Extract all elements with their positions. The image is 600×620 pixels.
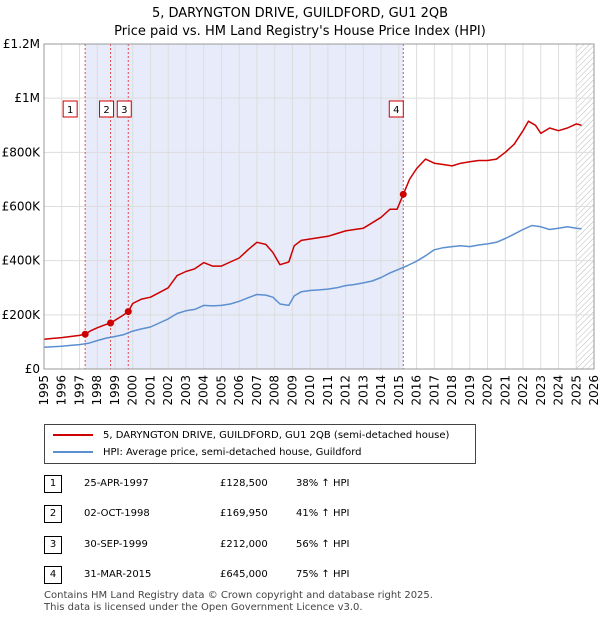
legend-item-property: 5, DARYNGTON DRIVE, GUILDFORD, GU1 2QB (… (53, 428, 449, 444)
legend: 5, DARYNGTON DRIVE, GUILDFORD, GU1 2QB (… (44, 424, 476, 464)
transaction-label: 1 (67, 105, 73, 116)
transaction-row: 1 25-APR-1997 £128,500 38% ↑ HPI (44, 475, 444, 493)
sale-point (124, 308, 132, 316)
x-tick-label: 2022 (516, 375, 530, 406)
transaction-number: 4 (44, 566, 62, 584)
y-tick-label: £400K (2, 254, 42, 268)
x-tick-label: 2003 (179, 375, 193, 406)
x-tick-label: 2021 (498, 375, 512, 406)
transaction-row: 3 30-SEP-1999 £212,000 56% ↑ HPI (44, 536, 444, 554)
transaction-hpi-delta: 41% ↑ HPI (296, 508, 350, 519)
x-tick-label: 2009 (285, 375, 299, 406)
transaction-label-box (388, 100, 404, 118)
transaction-row: 2 02-OCT-1998 £169,950 41% ↑ HPI (44, 505, 444, 523)
property-price-line (43, 120, 582, 340)
x-tick-label: 1996 (55, 375, 69, 406)
x-tick-label: 2001 (143, 375, 157, 406)
footer-licence: This data is licensed under the Open Gov… (44, 602, 363, 613)
transaction-label: 4 (393, 105, 399, 116)
x-tick-label: 2016 (410, 375, 424, 406)
transaction-label-box (99, 100, 115, 118)
x-tick-label: 2000 (126, 375, 140, 406)
legend-item-hpi: HPI: Average price, semi-detached house,… (53, 445, 362, 461)
transaction-date: 25-APR-1997 (84, 478, 149, 489)
transaction-hpi-delta: 75% ↑ HPI (296, 569, 350, 580)
transaction-number: 2 (44, 505, 62, 523)
transaction-number: 1 (44, 475, 62, 493)
y-tick-label: £800K (2, 145, 42, 159)
x-tick-label: 2013 (356, 375, 370, 406)
sale-point (399, 190, 407, 198)
footer: Contains HM Land Registry data © Crown c… (44, 590, 433, 614)
x-tick-label: 2020 (481, 375, 495, 406)
x-tick-label: 2004 (197, 375, 211, 406)
chart-subtitle: Price paid vs. HM Land Registry's House … (114, 24, 486, 39)
x-tick-label: 2007 (250, 375, 264, 406)
x-tick-label: 1995 (37, 375, 51, 406)
transaction-label-box (116, 100, 132, 118)
transaction-date: 31-MAR-2015 (84, 569, 152, 580)
transaction-price: £169,950 (220, 508, 268, 519)
x-tick-label: 2010 (303, 375, 317, 406)
transaction-date: 30-SEP-1999 (84, 539, 148, 550)
footer-copyright: Contains HM Land Registry data © Crown c… (44, 590, 433, 601)
chart-title: 5, DARYNGTON DRIVE, GUILDFORD, GU1 2QB (151, 6, 449, 21)
transaction-price: £212,000 (220, 539, 268, 550)
y-tick-label: £0 (25, 362, 40, 376)
legend-label-hpi: HPI: Average price, semi-detached house,… (103, 447, 362, 458)
legend-line-property (53, 434, 93, 436)
x-tick-label: 2025 (569, 375, 583, 406)
legend-label-property: 5, DARYNGTON DRIVE, GUILDFORD, GU1 2QB (… (103, 430, 450, 441)
x-tick-label: 2002 (161, 375, 175, 406)
sale-point (81, 330, 89, 338)
y-tick-label: £200K (2, 308, 42, 322)
x-tick-label: 2008 (268, 375, 282, 406)
x-tick-label: 2019 (463, 375, 477, 406)
y-tick-label: £1M (14, 91, 40, 105)
transaction-price: £645,000 (220, 569, 268, 580)
transaction-price: £128,500 (220, 478, 268, 489)
x-tick-label: 1998 (90, 375, 104, 406)
x-tick-label: 2014 (374, 375, 388, 406)
transaction-number: 3 (44, 536, 62, 554)
transaction-hpi-delta: 56% ↑ HPI (296, 539, 350, 550)
x-tick-label: 1999 (108, 375, 122, 406)
transaction-label: 2 (103, 105, 109, 116)
x-tick-label: 2015 (392, 375, 406, 406)
x-tick-label: 2006 (232, 375, 246, 406)
transaction-date: 02-OCT-1998 (84, 508, 150, 519)
transaction-row: 4 31-MAR-2015 £645,000 75% ↑ HPI (44, 566, 444, 584)
transaction-label: 3 (121, 105, 127, 116)
x-tick-label: 2012 (339, 375, 353, 406)
y-tick-label: £1.2M (3, 37, 40, 51)
plot-border (43, 43, 595, 370)
x-tick-label: 2005 (214, 375, 228, 406)
x-tick-label: 2026 (587, 375, 600, 406)
x-tick-label: 2017 (427, 375, 441, 406)
x-tick-label: 1997 (72, 375, 86, 406)
legend-line-hpi (53, 451, 93, 453)
x-tick-label: 2011 (321, 375, 335, 406)
transaction-hpi-delta: 38% ↑ HPI (296, 478, 350, 489)
x-tick-label: 2023 (534, 375, 548, 406)
x-tick-label: 2018 (445, 375, 459, 406)
x-tick-label: 2024 (552, 375, 566, 406)
hpi-line (43, 224, 582, 349)
sale-point (107, 319, 115, 327)
transaction-label-box (62, 100, 78, 118)
y-tick-label: £600K (2, 200, 42, 214)
